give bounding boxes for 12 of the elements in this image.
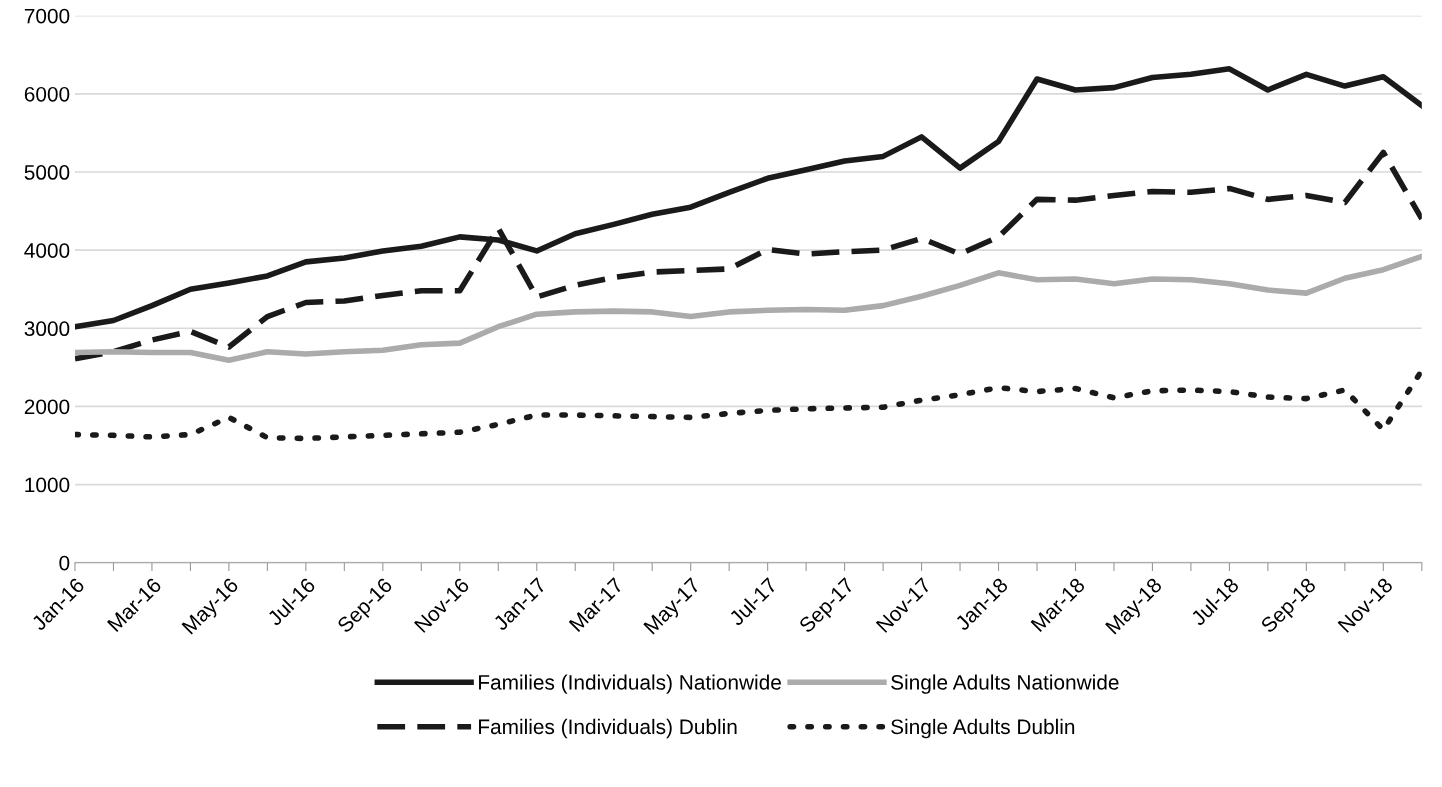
y-tick-label: 7000 (24, 8, 70, 24)
y-tick-label: 2000 (24, 399, 70, 415)
y-tick-label: 6000 (24, 86, 70, 102)
legend-label: Single Adults Dublin (891, 718, 1075, 739)
y-tick-label: 3000 (24, 321, 70, 337)
legend-label: Families (Individuals) Nationwide (479, 674, 781, 694)
y-tick-label: 0 (59, 555, 70, 571)
y-tick-label: 1000 (25, 477, 70, 493)
legend-label: Single Adults Nationwide (891, 674, 1119, 694)
y-tick-label: 4000 (24, 243, 70, 258)
y-tick-label: 5000 (24, 165, 70, 180)
legend-label: Families (Individuals) Dublin (479, 718, 737, 739)
